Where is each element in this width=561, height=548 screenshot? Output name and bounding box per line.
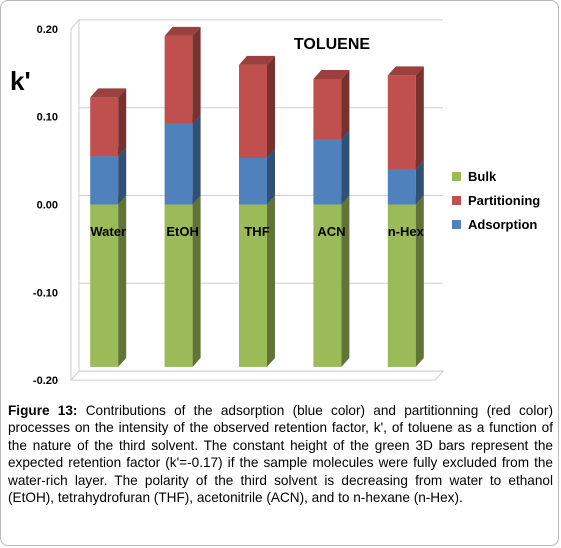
floor — [69, 370, 445, 381]
bar-partitioning-side — [192, 26, 201, 124]
bar-bulk-front — [313, 204, 342, 367]
bar-partitioning-top — [313, 69, 350, 79]
y-tick-label: -0.20 — [33, 375, 58, 387]
bar-partitioning-top — [387, 66, 424, 76]
bar-adsorption-front — [239, 157, 267, 205]
y-axis-ticks: 0.20 0.10 0.00 -0.10 -0.20 — [33, 24, 58, 387]
y-tick-label: 0.00 — [37, 200, 58, 212]
bar-partitioning-top — [90, 88, 127, 98]
bar-bulk-side — [267, 195, 275, 367]
bar-bulk-front — [164, 204, 193, 367]
y-tick-label: -0.10 — [33, 287, 58, 299]
bar-partitioning — [313, 69, 350, 140]
bar-bulk-side — [415, 195, 424, 367]
legend-swatch — [452, 196, 461, 205]
bar-adsorption — [164, 114, 201, 205]
bar-partitioning-front — [313, 78, 342, 140]
bar-adsorption — [239, 148, 275, 205]
bar-adsorption — [313, 130, 350, 205]
bar-adsorption-side — [341, 130, 350, 205]
bar-bulk — [387, 195, 424, 367]
y-tick-label: 0.10 — [37, 112, 58, 124]
bar-partitioning-front — [164, 35, 193, 124]
chart-title: TOLUENE — [294, 36, 370, 53]
x-category-label: n-Hex — [388, 224, 425, 239]
x-category-label: THF — [244, 224, 269, 239]
bar-bulk — [239, 195, 275, 367]
caption-text: Contributions of the adsorption (blue co… — [8, 403, 553, 506]
bar-partitioning-side — [118, 88, 127, 157]
bar-adsorption-front — [164, 123, 193, 205]
bar-partitioning — [164, 26, 201, 124]
y-tick-label: 0.20 — [37, 24, 58, 36]
x-category-label: ACN — [317, 224, 345, 239]
legend-label: Adsorption — [468, 217, 537, 232]
bar-bulk-front — [387, 204, 416, 367]
bar-bulk — [90, 195, 127, 367]
bar-partitioning — [387, 66, 424, 170]
bar-adsorption-side — [192, 114, 201, 205]
legend-label: Bulk — [468, 169, 497, 184]
x-axis-categories: Water EtOH THF ACN n-Hex — [90, 224, 424, 239]
bar-bulk-side — [192, 195, 201, 367]
bar-adsorption-side — [267, 148, 275, 205]
left-wall — [70, 18, 80, 382]
y-axis-label: k' — [10, 66, 31, 96]
bar-bulk-side — [118, 195, 127, 367]
bar-partitioning — [239, 55, 275, 158]
bar-partitioning-top — [239, 55, 275, 65]
bar-bulk-front — [90, 204, 119, 367]
bar-bulk — [164, 195, 201, 367]
bar-partitioning-side — [267, 55, 275, 158]
bar-partitioning-front — [387, 75, 416, 170]
bar-partitioning-side — [415, 66, 424, 170]
chart: 0.20 0.10 0.00 -0.10 -0.20 Water EtOH THF ACN n-… — [10, 18, 540, 387]
bar-bulk-side — [341, 195, 350, 367]
figure-caption: Figure 13: Contributions of the adsorpti… — [8, 402, 553, 506]
bar-partitioning-top — [164, 26, 201, 36]
chart-grid — [69, 18, 445, 382]
caption-label: Figure 13: — [8, 403, 78, 418]
bar-adsorption-front — [90, 156, 119, 205]
x-category-label: EtOH — [166, 224, 199, 239]
bar-partitioning-side — [341, 69, 350, 140]
bar-adsorption-front — [387, 169, 416, 205]
bar-adsorption-front — [313, 139, 342, 205]
bar-bulk — [313, 195, 350, 367]
legend-swatch — [452, 220, 461, 229]
bar-bulk-front — [239, 204, 267, 367]
bar-adsorption-side — [118, 147, 127, 205]
bar-partitioning-front — [239, 64, 267, 158]
bar-partitioning — [90, 88, 127, 157]
bar-partitioning-front — [90, 97, 119, 157]
legend-swatch — [452, 172, 461, 181]
legend-label: Partitioning — [468, 193, 540, 208]
legend: Bulk Partitioning Adsorption — [452, 169, 540, 232]
chart-bars — [90, 26, 424, 367]
bar-adsorption-side — [415, 160, 424, 205]
x-category-label: Water — [90, 224, 126, 239]
